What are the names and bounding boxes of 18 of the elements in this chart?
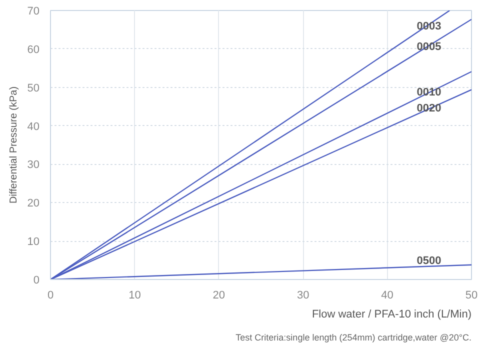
y-tick-label: 40 [27, 120, 40, 133]
y-tick-label: 0 [33, 274, 40, 286]
y-tick-label: 20 [27, 198, 40, 210]
x-tick-label: 20 [212, 290, 226, 302]
y-tick-label: 50 [27, 82, 40, 94]
x-tick-label: 0 [47, 290, 54, 302]
x-tick-label: 10 [128, 290, 141, 302]
text: Test Criteria:single length (254mm) cartridge,water @20°C. [236, 332, 472, 342]
x-tick-label: 30 [296, 290, 310, 302]
y-tick-label: 60 [27, 44, 40, 56]
series-label: 0500 [416, 254, 442, 267]
y-tick-label: 10 [27, 236, 40, 248]
y-axis-title: Differential Pressure (kPa) [8, 86, 20, 204]
y-tick-label: 70 [27, 6, 40, 18]
x-tick-label: 50 [465, 290, 478, 302]
x-tick-label: 40 [381, 290, 394, 302]
y-tick-label: 30 [27, 159, 40, 172]
x-axis-title: Flow water / PFA-10 inch (L/Min) [312, 308, 472, 320]
